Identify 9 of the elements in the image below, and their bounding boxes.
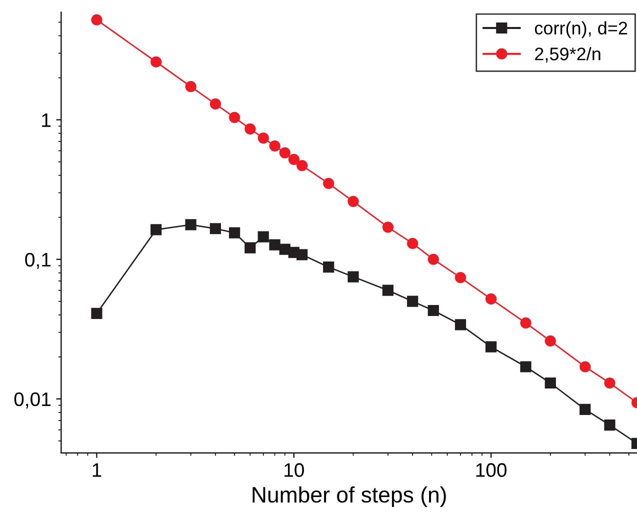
legend-label: 2,59*2/n — [535, 47, 600, 62]
y-tick-label: 0,1 — [25, 252, 50, 269]
legend-label: corr(n), d=2 — [534, 21, 628, 38]
x-axis-title: Number of steps (n) — [252, 486, 446, 508]
x-tick-label: 100 — [476, 463, 506, 477]
y-tick-label: 0,01 — [14, 392, 50, 408]
y-tick-label: 1 — [42, 113, 50, 127]
x-tick-label: 10 — [284, 463, 304, 477]
x-tick-label: 1 — [92, 463, 102, 477]
